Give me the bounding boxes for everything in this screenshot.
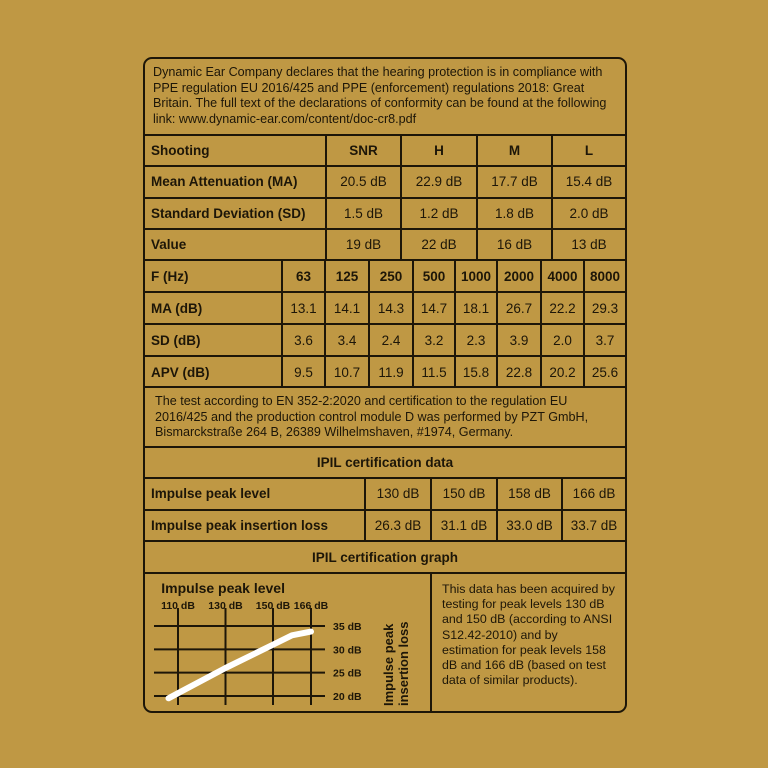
table-cell: 26.3 dB — [364, 510, 430, 540]
declaration-label: Dynamic Ear Company declares that the he… — [143, 57, 627, 713]
table-cell: 2.0 — [540, 325, 583, 355]
ipil-row: Impulse peak level 130 dB 150 dB 158 dB 166 … — [145, 477, 625, 509]
row-label: Shooting — [151, 143, 210, 158]
attenuation-header-row: Shooting SNR H M L — [145, 134, 625, 165]
attenuation-row: Standard Deviation (SD) 1.5 dB 1.2 dB 1.8 d… — [145, 196, 625, 228]
table-cell: 158 dB — [496, 479, 561, 509]
table-cell: 63 — [281, 261, 324, 291]
table-cell: 3.7 — [583, 325, 625, 355]
table-cell: 4000 — [540, 261, 583, 291]
table-cell: 13.1 — [281, 293, 324, 323]
table-cell: 13 dB — [551, 230, 625, 260]
table-cell: 20.2 — [540, 357, 583, 387]
frequency-row: SD (dB) 3.6 3.4 2.4 3.2 2.3 3.9 2.0 3.7 — [145, 323, 625, 355]
table-cell: 1000 — [454, 261, 496, 291]
table-cell: 1.5 dB — [325, 198, 400, 228]
y-axis-label: Impulse peakinsertion loss — [381, 621, 411, 706]
table-cell: 3.9 — [496, 325, 540, 355]
ipil-data-header: IPIL certification data — [145, 446, 625, 477]
table-cell: M — [476, 136, 551, 165]
table-cell: 2.3 — [454, 325, 496, 355]
ipil-chart: Impulse peak level 110 dB 130 dB 150 dB 166 … — [145, 574, 430, 711]
y-tick-label: 30 dB — [333, 644, 362, 656]
table-cell: 130 dB — [364, 479, 430, 509]
y-tick-label: 20 dB — [333, 691, 362, 703]
row-label: Standard Deviation (SD) — [151, 205, 306, 221]
row-label: F (Hz) — [151, 268, 189, 284]
row-label: MA (dB) — [151, 300, 203, 316]
table-cell: 14.7 — [412, 293, 454, 323]
frequency-row: APV (dB) 9.5 10.7 11.9 11.5 15.8 22.8 20.2 25.6 — [145, 355, 625, 387]
table-cell: 9.5 — [281, 357, 324, 387]
table-cell: 14.3 — [368, 293, 412, 323]
table-cell: 10.7 — [324, 357, 368, 387]
table-cell: 20.5 dB — [325, 167, 400, 197]
table-cell: 150 dB — [430, 479, 496, 509]
table-cell: 11.9 — [368, 357, 412, 387]
y-tick-label: 35 dB — [333, 621, 362, 633]
graph-note: This data has been acquired by testing f… — [430, 574, 625, 711]
table-cell: 33.0 dB — [496, 510, 561, 540]
attenuation-row: Mean Attenuation (MA) 20.5 dB 22.9 dB 17.7 … — [145, 165, 625, 197]
ipil-chart-svg: Impulse peak level 110 dB 130 dB 150 dB 166 … — [154, 580, 411, 706]
table-cell: 166 dB — [561, 479, 625, 509]
table-cell: 1.2 dB — [400, 198, 476, 228]
x-tick-label: 110 dB — [161, 600, 195, 612]
table-cell: 3.6 — [281, 325, 324, 355]
x-tick-label: 130 dB — [208, 600, 243, 612]
table-cell: 22.9 dB — [400, 167, 476, 197]
compliance-declaration-text: Dynamic Ear Company declares that the he… — [153, 65, 607, 126]
table-cell: 31.1 dB — [430, 510, 496, 540]
ipil-graph-section: Impulse peak level 110 dB 130 dB 150 dB 166 … — [145, 572, 625, 711]
table-cell: SNR — [325, 136, 400, 165]
table-cell: 15.4 dB — [551, 167, 625, 197]
insertion-loss-curve — [165, 628, 314, 702]
table-cell: 19 dB — [325, 230, 400, 260]
table-cell: 500 — [412, 261, 454, 291]
table-cell: 14.1 — [324, 293, 368, 323]
table-cell: 250 — [368, 261, 412, 291]
row-label: Impulse peak insertion loss — [151, 517, 329, 533]
x-tick-label: 166 dB — [294, 600, 329, 612]
row-label: Impulse peak level — [151, 486, 271, 502]
chart-title: Impulse peak level — [161, 580, 285, 596]
ipil-row: Impulse peak insertion loss 26.3 dB 31.1 d… — [145, 508, 625, 540]
table-cell: 17.7 dB — [476, 167, 551, 197]
table-cell: 25.6 — [583, 357, 625, 387]
attenuation-row: Value 19 dB 22 dB 16 dB 13 dB — [145, 228, 625, 260]
table-cell: 33.7 dB — [561, 510, 625, 540]
test-info-row: The test according to EN 352-2:2020 and … — [145, 386, 625, 446]
test-certification-text: The test according to EN 352-2:2020 and … — [155, 394, 589, 439]
table-cell: H — [400, 136, 476, 165]
row-label: Value — [151, 237, 187, 253]
table-cell: 2.0 dB — [551, 198, 625, 228]
table-cell: 26.7 — [496, 293, 540, 323]
ipil-data-title: IPIL certification data — [316, 455, 454, 470]
row-label: SD (dB) — [151, 332, 201, 348]
x-tick-label: 150 dB — [256, 600, 291, 612]
row-label: Mean Attenuation (MA) — [151, 174, 298, 190]
frequency-row: MA (dB) 13.1 14.1 14.3 14.7 18.1 26.7 22.2 29.3 — [145, 291, 625, 323]
table-cell: 3.4 — [324, 325, 368, 355]
row-label: APV (dB) — [151, 364, 210, 380]
table-cell: 1.8 dB — [476, 198, 551, 228]
table-cell: 3.2 — [412, 325, 454, 355]
table-cell: 2.4 — [368, 325, 412, 355]
table-cell: L — [551, 136, 625, 165]
table-cell: 22 dB — [400, 230, 476, 260]
table-cell: 22.2 — [540, 293, 583, 323]
table-cell: 22.8 — [496, 357, 540, 387]
y-tick-label: 25 dB — [333, 668, 362, 680]
frequency-header-row: F (Hz) 63 125 250 500 1000 2000 4000 8000 — [145, 259, 625, 291]
table-cell: 125 — [324, 261, 368, 291]
table-cell: 2000 — [496, 261, 540, 291]
table-cell: 11.5 — [412, 357, 454, 387]
table-cell: 15.8 — [454, 357, 496, 387]
table-cell: 8000 — [583, 261, 625, 291]
table-cell: 29.3 — [583, 293, 625, 323]
ipil-graph-header: IPIL certification graph — [145, 540, 625, 572]
table-cell: 18.1 — [454, 293, 496, 323]
table-cell: 16 dB — [476, 230, 551, 260]
ipil-graph-title: IPIL certification graph — [311, 549, 459, 565]
